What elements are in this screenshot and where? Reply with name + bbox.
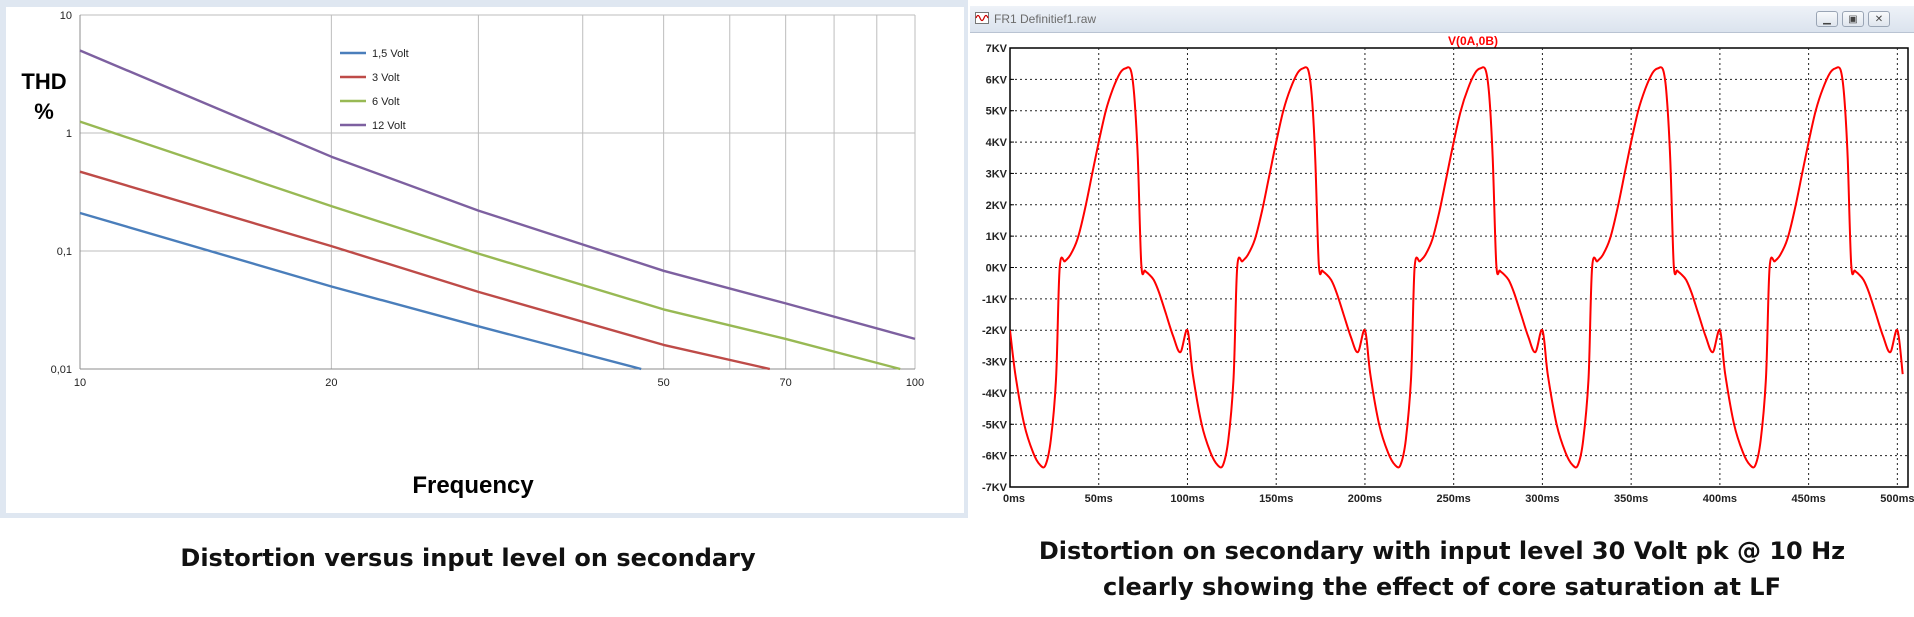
x-tick-label: 20 xyxy=(325,377,337,389)
series-line-1-5-volt xyxy=(79,211,642,371)
waveform-app-icon xyxy=(975,12,989,24)
y-tick-label: 1KV xyxy=(986,231,1008,243)
y-tick-label: 6KV xyxy=(986,74,1008,86)
minimize-button[interactable]: ▁ xyxy=(1816,11,1838,27)
series-line-12-volt xyxy=(79,49,916,341)
caption-right-line1: Distortion on secondary with input level… xyxy=(1038,537,1846,565)
x-tick-label: 250ms xyxy=(1437,493,1471,505)
y-tick-label: -1KV xyxy=(982,294,1008,306)
plot-trace-title: V(0A,0B) xyxy=(1448,34,1498,48)
y-tick-label: 5KV xyxy=(986,106,1008,118)
y-tick-label: -5KV xyxy=(982,419,1008,431)
y-tick-label: 0,01 xyxy=(51,364,72,376)
waveform-window: FR1 Definitief1.raw ▁ ▣ ✕ V(0A,0B) 7KV 6K… xyxy=(970,6,1914,516)
legend-label: 1,5 Volt xyxy=(372,48,409,60)
caption-left: Distortion versus input level on seconda… xyxy=(180,544,756,572)
y-axis-label-line2: % xyxy=(34,99,54,124)
thd-chart-panel: 10 1 0,1 0,01 10 20 50 70 100 1,5 Volt 3 Volt 6 Vo… xyxy=(0,0,968,518)
window-title: FR1 Definitief1.raw xyxy=(994,12,1097,26)
x-tick-label: 300ms xyxy=(1525,493,1559,505)
waveform-plot-svg: V(0A,0B) 7KV 6KV 5KV 4KV 3KV 2KV 1KV 0KV -1KV -2K… xyxy=(982,34,1914,505)
x-tick-label: 350ms xyxy=(1614,493,1648,505)
x-tick-label: 70 xyxy=(780,377,792,389)
x-tick-label: 100ms xyxy=(1170,493,1204,505)
y-tick-label: 3KV xyxy=(986,168,1008,180)
y-axis-label-line1: THD xyxy=(21,69,66,94)
y-tick-label: -7KV xyxy=(982,482,1008,494)
x-tick-label: 100 xyxy=(906,377,924,389)
x-tick-label: 500ms xyxy=(1880,493,1914,505)
x-tick-label: 450ms xyxy=(1791,493,1825,505)
caption-right-line2: clearly showing the effect of core satur… xyxy=(1103,573,1781,601)
y-tick-label: -3KV xyxy=(982,357,1008,369)
x-tick-label: 10 xyxy=(74,377,86,389)
series-line-v0a-0b xyxy=(1010,66,1904,469)
y-tick-label: 0,1 xyxy=(57,246,72,258)
maximize-button[interactable]: ▣ xyxy=(1842,11,1864,27)
x-tick-label: 50 xyxy=(658,377,670,389)
legend-label: 6 Volt xyxy=(372,96,400,108)
y-tick-label: -2KV xyxy=(982,325,1008,337)
thd-chart-area: 10 1 0,1 0,01 10 20 50 70 100 1,5 Volt 3 Volt 6 Vo… xyxy=(6,7,964,513)
y-tick-label: -4KV xyxy=(982,388,1008,400)
y-tick-label: 2KV xyxy=(986,200,1008,212)
y-tick-label: 10 xyxy=(60,10,72,22)
y-tick-label: 1 xyxy=(66,128,72,140)
series-line-6-volt xyxy=(79,120,901,371)
x-tick-label: 400ms xyxy=(1703,493,1737,505)
y-tick-label: -6KV xyxy=(982,451,1008,463)
window-titlebar[interactable]: FR1 Definitief1.raw ▁ ▣ ✕ xyxy=(970,6,1914,33)
x-tick-label: 200ms xyxy=(1348,493,1382,505)
x-tick-label: 0ms xyxy=(1003,493,1025,505)
close-button[interactable]: ✕ xyxy=(1868,11,1890,27)
legend-label: 12 Volt xyxy=(372,120,406,132)
x-axis-label: Frequency xyxy=(412,472,534,499)
series-line-3-volt xyxy=(79,170,771,371)
x-tick-label: 150ms xyxy=(1259,493,1293,505)
y-tick-label: 7KV xyxy=(986,43,1008,55)
y-tick-label: 4KV xyxy=(986,137,1008,149)
x-tick-label: 50ms xyxy=(1085,493,1113,505)
legend-label: 3 Volt xyxy=(372,72,400,84)
y-tick-label: 0KV xyxy=(986,263,1008,275)
